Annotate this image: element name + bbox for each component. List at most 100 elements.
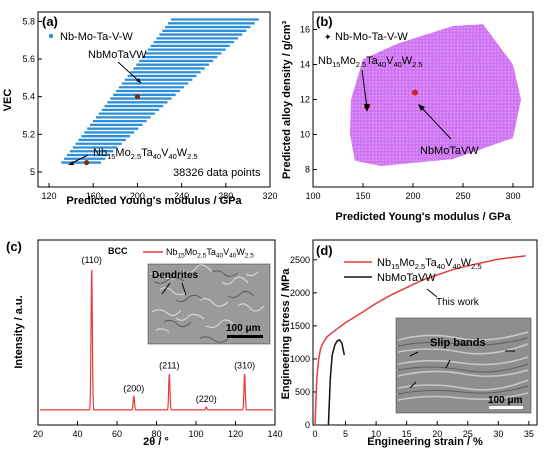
panel-b-point [487,135,490,138]
panel-a-xtick-label: 240 [174,191,189,201]
panel-b-point [433,156,435,158]
panel-b-point [406,77,408,80]
panel-b-point [395,108,398,110]
panel-b-point [372,118,374,121]
panel-b-point [443,91,445,93]
panel-b-point [457,115,459,117]
panel-b-point [443,108,445,110]
panel-b-point [358,139,360,141]
panel-b-point [385,156,388,158]
panel-b-ytick-label: 8 [305,165,310,175]
panel-b-point [382,122,384,124]
panel-b-point [389,118,391,121]
panel-b-point [385,118,388,121]
panel-b-point [382,57,384,59]
panel-b-point [378,84,381,87]
panel-b-point [470,145,473,148]
panel-b-point [446,145,449,148]
panel-b-xlabel: Predicted Young's modulus / GPa [335,211,511,223]
panel-b-point [457,71,459,73]
panel-a-xtick-label: 160 [86,191,101,201]
panel-b-point [433,142,435,144]
panel-b-point [446,149,449,151]
panel-b-point [409,159,411,161]
panel-b-point [511,132,513,134]
panel-b-point [446,60,449,63]
panel-b-point [460,115,462,117]
panel-b-point [484,98,486,100]
panel-b-point [392,118,394,121]
panel-b-point [467,43,469,46]
panel-b-point [477,105,479,107]
panel-b-point [484,50,486,53]
panel-b-point [484,139,486,141]
panel-b-point [402,50,405,53]
panel-b-point [457,37,459,39]
panel-b-point [378,122,381,124]
panel-b-point [477,108,479,110]
panel-b-point [446,30,449,32]
panel-b-point [423,145,425,148]
panel-b-point [480,57,483,59]
panel-b-point [491,142,493,144]
panel-b-point [409,111,411,114]
panel-b-point [446,84,449,87]
panel-b-point [484,105,486,107]
panel-b-point [355,149,357,151]
panel-b-point [457,84,459,87]
panel-b-point [399,128,401,131]
panel-b-point [453,54,456,56]
panel-b-point [382,139,384,141]
panel-b-point [508,84,510,87]
panel-b-arrowhead-alloy [364,104,370,112]
alloy-sub-4: 40 [168,152,176,161]
panel-b-point [497,118,500,121]
panel-b-point [409,128,411,131]
panel-b-point [474,77,476,80]
panel-b-point [385,57,388,59]
panel-b-point [501,91,503,93]
panel-b-point [494,128,496,131]
panel-b-point [477,67,479,70]
panel-b-point [467,145,469,148]
panel-b-point [474,135,476,138]
panel-b-point [412,122,415,124]
panel-b-point [382,50,384,53]
panel-b-point [392,91,394,93]
panel-b-point [406,60,408,63]
panel-b-point [392,152,394,155]
panel-b-point [382,101,384,104]
panel-b-point [470,40,473,42]
panel-b-point [460,40,462,42]
panel-b-point [504,84,507,87]
panel-b-point [375,156,377,158]
panel-d-xtick-label: 25 [463,429,473,439]
panel-b-point [450,105,452,107]
panel-b-point [409,152,411,155]
panel-b-point [484,40,486,42]
panel-b-point [480,74,483,76]
panel-b-point [406,142,408,144]
panel-b-point [457,108,459,110]
panel-b-point [416,57,418,59]
panel-b-point [406,98,408,100]
panel-b-point [382,84,384,87]
panel-b-point [477,30,479,32]
panel-b-point [457,111,459,114]
panel-b-point [460,111,462,114]
panel-b-point [443,37,445,39]
panel-b-point [436,74,439,76]
panel-b-point [457,57,459,59]
panel-b-point [429,47,432,49]
panel-b-point [382,98,384,100]
panel-b-point [446,128,449,131]
panel-c-legend: Nb15Mo2.5Ta40V40W2.5 [143,247,254,260]
panel-b-point [351,145,354,148]
panel-b-point [504,111,507,114]
panel-b-point [402,139,405,141]
panel-b-point [358,132,360,134]
panel-b-point [497,84,500,87]
panel-b-point [372,125,374,127]
panel-a-ytick-label: 5 [30,167,35,177]
panel-b-point [409,84,411,87]
